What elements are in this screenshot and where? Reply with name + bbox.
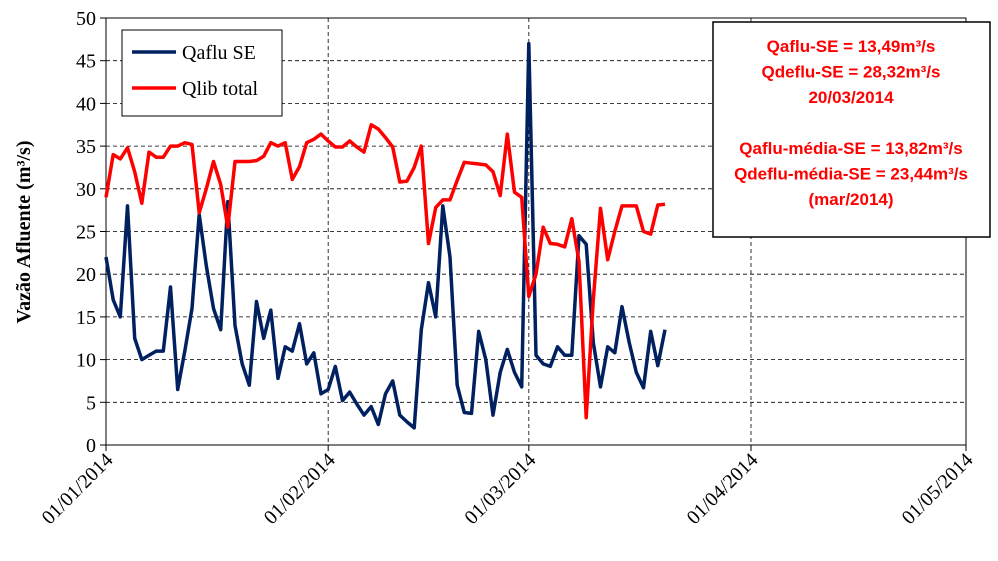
series-line bbox=[104, 123, 666, 420]
annotation-line: Qdeflu-média-SE = 23,44m³/s bbox=[734, 165, 968, 184]
y-axis-label: Vazão Afluente (m³/s) bbox=[13, 140, 35, 323]
legend-label: Qlib total bbox=[182, 78, 259, 100]
y-tick-label: 35 bbox=[76, 136, 96, 158]
y-tick-label: 45 bbox=[76, 51, 96, 73]
y-tick-label: 40 bbox=[76, 93, 96, 115]
x-tick-label: 01/03/2014 bbox=[460, 449, 540, 529]
y-tick-label: 10 bbox=[76, 350, 96, 372]
annotation-line: Qaflu-SE = 13,49m³/s bbox=[767, 37, 936, 56]
annotation-line: (mar/2014) bbox=[808, 190, 893, 209]
y-tick-label: 30 bbox=[76, 179, 96, 201]
y-tick-label: 25 bbox=[76, 222, 96, 244]
y-tick-label: 20 bbox=[76, 264, 96, 286]
x-tick-label: 01/04/2014 bbox=[683, 449, 763, 529]
annotation-line: Qdeflu-SE = 28,32m³/s bbox=[761, 63, 940, 82]
legend-label: Qaflu SE bbox=[182, 42, 256, 64]
y-tick-label: 15 bbox=[76, 307, 96, 329]
x-tick-label: 01/02/2014 bbox=[260, 449, 340, 529]
x-tick-label: 01/05/2014 bbox=[898, 449, 978, 529]
y-tick-label: 0 bbox=[86, 435, 96, 457]
y-tick-label: 50 bbox=[76, 8, 96, 30]
annotation-line: Qaflu-média-SE = 13,82m³/s bbox=[739, 139, 962, 158]
annotation-box bbox=[712, 21, 991, 238]
legend-box bbox=[121, 29, 283, 117]
annotation-line: 20/03/2014 bbox=[808, 88, 894, 107]
x-tick-label: 01/01/2014 bbox=[38, 449, 118, 529]
y-tick-label: 5 bbox=[86, 392, 96, 414]
